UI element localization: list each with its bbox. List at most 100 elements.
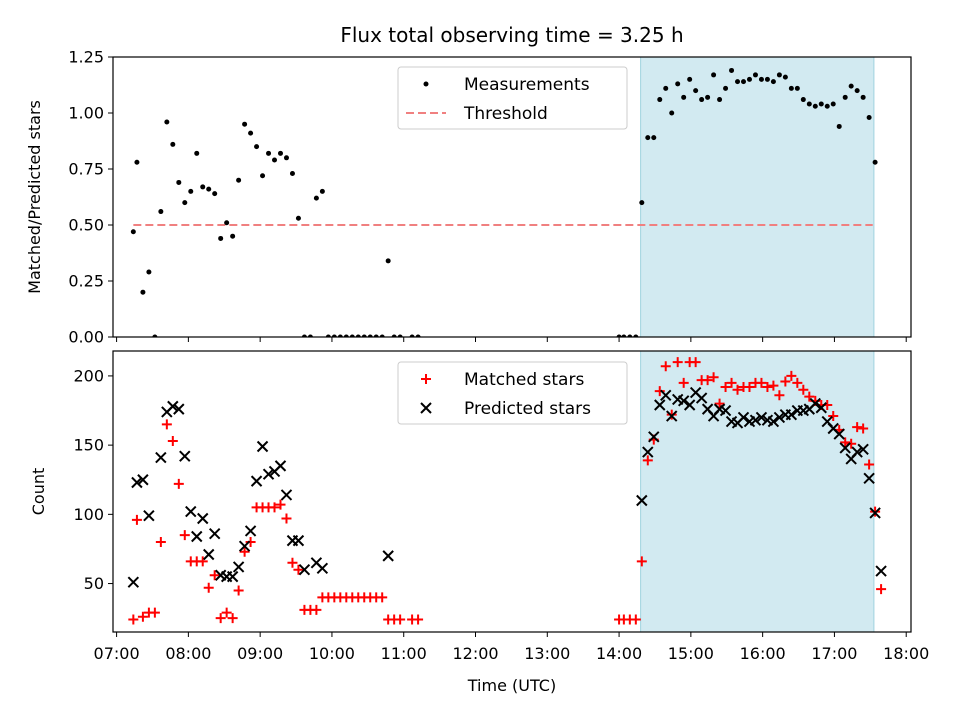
data-point bbox=[397, 334, 403, 337]
data-point bbox=[675, 81, 681, 87]
data-point bbox=[708, 372, 719, 383]
x-tick-label: 07:00 bbox=[94, 644, 140, 663]
data-point bbox=[782, 74, 788, 80]
y-tick-label: 0.75 bbox=[68, 160, 104, 179]
data-point bbox=[319, 188, 325, 194]
data-point bbox=[423, 81, 429, 87]
data-point bbox=[301, 334, 307, 337]
data-point bbox=[227, 613, 238, 624]
data-point bbox=[860, 94, 866, 100]
data-point bbox=[749, 414, 762, 426]
data-point bbox=[720, 381, 731, 392]
data-point bbox=[269, 502, 280, 513]
x-tick-label: 14:00 bbox=[596, 644, 642, 663]
data-point bbox=[702, 375, 713, 386]
data-point bbox=[155, 451, 167, 464]
data-point bbox=[421, 374, 431, 384]
data-point bbox=[274, 460, 287, 472]
data-point bbox=[729, 67, 735, 73]
data-point bbox=[857, 443, 869, 455]
legend-label: Measurements bbox=[464, 75, 590, 95]
data-point bbox=[666, 410, 678, 422]
data-point bbox=[863, 472, 875, 485]
data-point bbox=[373, 334, 379, 337]
data-point bbox=[307, 334, 313, 337]
data-point bbox=[134, 159, 140, 165]
data-point bbox=[385, 258, 391, 264]
data-point bbox=[230, 233, 236, 239]
data-point bbox=[683, 399, 696, 411]
series-predicted-stars bbox=[127, 386, 887, 588]
data-point bbox=[767, 415, 780, 428]
data-point bbox=[331, 334, 337, 337]
legend-label: Matched stars bbox=[464, 370, 584, 390]
x-tick-label: 12:00 bbox=[452, 644, 498, 663]
data-point bbox=[137, 611, 148, 622]
data-point bbox=[726, 377, 737, 388]
data-point bbox=[131, 514, 142, 525]
data-point bbox=[690, 357, 701, 368]
data-point bbox=[382, 550, 394, 562]
data-point bbox=[179, 450, 191, 462]
data-point bbox=[200, 184, 206, 190]
data-point bbox=[773, 411, 786, 424]
data-point bbox=[185, 505, 197, 518]
data-point bbox=[242, 121, 248, 127]
data-point bbox=[833, 428, 845, 440]
data-point bbox=[283, 155, 289, 161]
data-point bbox=[651, 135, 657, 141]
data-point bbox=[744, 381, 755, 392]
data-point bbox=[830, 101, 836, 107]
x-tick-label: 15:00 bbox=[668, 644, 714, 663]
data-point bbox=[203, 548, 215, 561]
data-point bbox=[218, 235, 224, 241]
legend-label: Threshold bbox=[463, 104, 548, 124]
data-point bbox=[140, 289, 146, 295]
y-tick-label: 0.25 bbox=[68, 272, 104, 291]
data-point bbox=[804, 391, 815, 402]
data-point bbox=[289, 170, 295, 176]
data-point bbox=[828, 411, 839, 422]
data-point bbox=[621, 334, 627, 337]
data-point bbox=[158, 209, 164, 215]
data-point bbox=[137, 474, 149, 486]
data-point bbox=[295, 215, 301, 221]
data-point bbox=[776, 72, 782, 78]
data-point bbox=[215, 613, 226, 624]
data-point bbox=[248, 130, 254, 136]
data-point bbox=[188, 188, 194, 194]
data-point bbox=[660, 389, 672, 402]
data-point bbox=[256, 440, 269, 453]
panel-star-counts: 50 100 150 200 07:00 08:00 09:00 10:00 11:00 12:0… bbox=[29, 350, 929, 663]
data-point bbox=[128, 614, 139, 625]
data-point bbox=[161, 419, 172, 430]
data-point bbox=[149, 607, 160, 618]
data-point bbox=[313, 195, 319, 201]
data-point bbox=[415, 334, 421, 337]
data-point bbox=[146, 269, 152, 275]
data-point bbox=[737, 411, 750, 424]
data-point bbox=[206, 186, 212, 192]
data-point bbox=[616, 334, 622, 337]
data-point bbox=[798, 384, 809, 395]
data-point bbox=[239, 546, 250, 557]
data-point bbox=[194, 150, 200, 156]
x-tick-label: 13:00 bbox=[524, 644, 570, 663]
data-point bbox=[846, 438, 857, 449]
observing-window-band bbox=[640, 56, 875, 338]
data-point bbox=[851, 446, 863, 458]
data-point bbox=[654, 399, 666, 411]
axes-frame bbox=[112, 56, 912, 338]
data-point bbox=[377, 592, 388, 603]
data-point bbox=[764, 76, 770, 82]
data-point bbox=[191, 530, 203, 543]
data-point bbox=[203, 582, 214, 593]
data-point bbox=[758, 76, 764, 82]
legend: Measurements Threshold bbox=[397, 66, 628, 130]
data-point bbox=[854, 88, 860, 94]
data-point bbox=[794, 85, 800, 91]
data-point bbox=[741, 79, 747, 85]
data-point bbox=[746, 76, 752, 82]
data-point bbox=[245, 537, 256, 548]
